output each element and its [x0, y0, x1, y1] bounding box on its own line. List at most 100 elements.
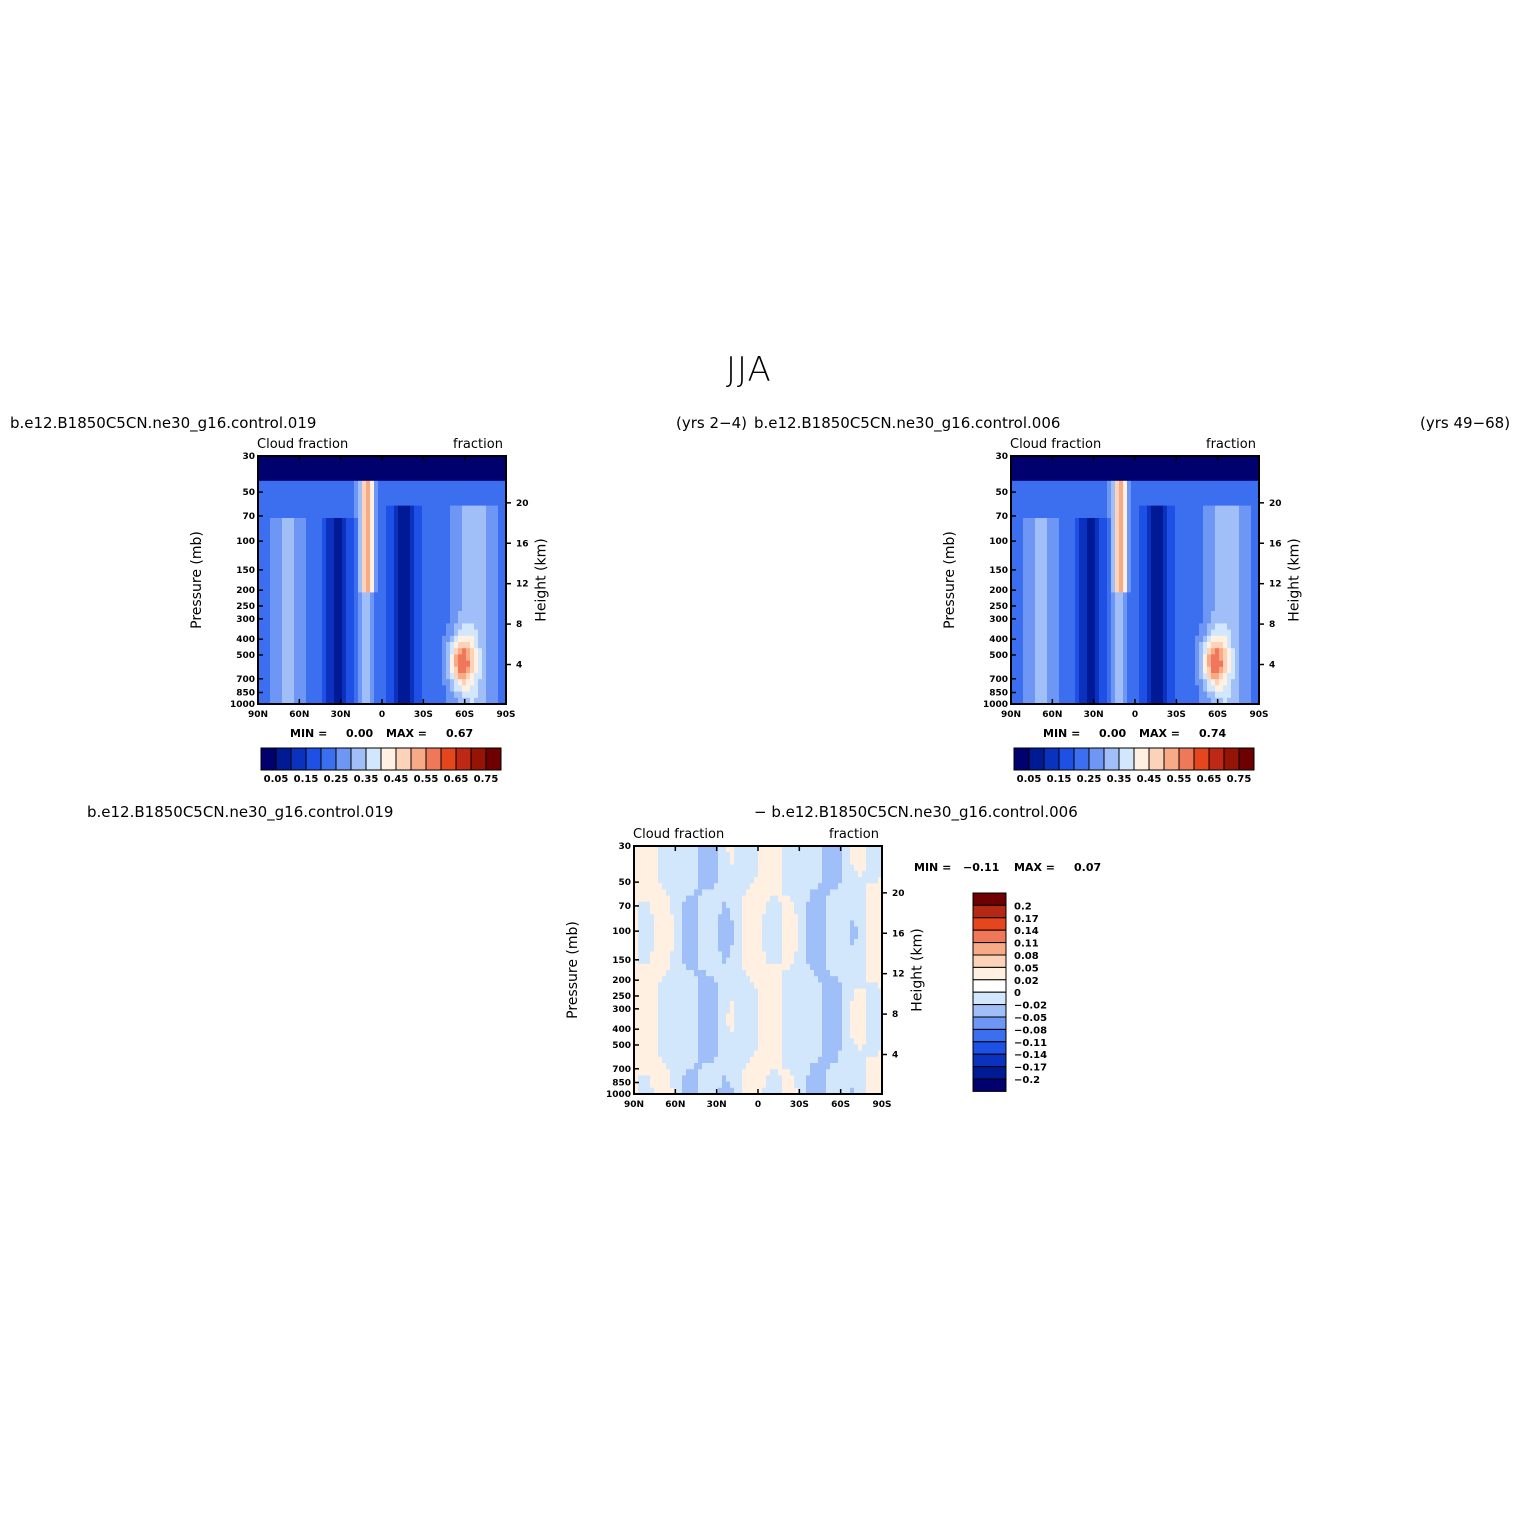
- heatmap-cell: [1219, 462, 1224, 469]
- heatmap-cell: [1131, 567, 1136, 575]
- heatmap-cell: [298, 673, 303, 680]
- heatmap-cell: [1047, 673, 1052, 680]
- heatmap-cell: [1027, 549, 1032, 556]
- heatmap-cell: [454, 666, 459, 674]
- heatmap-cell: [494, 623, 499, 631]
- heatmap-cell: [442, 487, 447, 494]
- heatmap-cell: [346, 505, 351, 513]
- heatmap-cell: [422, 505, 427, 513]
- heatmap-cell: [386, 685, 391, 693]
- heatmap-cell: [1167, 561, 1172, 569]
- heatmap-cell: [310, 611, 315, 618]
- heatmap-cell: [450, 542, 455, 550]
- heatmap-cell: [458, 629, 463, 637]
- heatmap-cell: [1023, 542, 1028, 550]
- heatmap-cell: [318, 642, 323, 649]
- heatmap-cell: [1167, 697, 1172, 705]
- heatmap-cell: [262, 586, 267, 593]
- heatmap-cell: [1251, 462, 1256, 469]
- heatmap-cell: [1191, 555, 1196, 562]
- heatmap-cell: [1227, 586, 1232, 593]
- heatmap-cell: [434, 685, 439, 693]
- heatmap-cell: [490, 505, 495, 513]
- heatmap-cell: [1131, 679, 1136, 686]
- heatmap-cell: [1023, 555, 1028, 562]
- heatmap-cell: [338, 567, 343, 575]
- heatmap-cell: [294, 480, 299, 488]
- heatmap-cell: [1151, 561, 1156, 569]
- heatmap-cell: [1135, 524, 1140, 531]
- heatmap-cell: [1063, 493, 1068, 500]
- heatmap-cell: [286, 598, 291, 606]
- heatmap-cell: [382, 648, 387, 655]
- heatmap-cell: [414, 499, 419, 507]
- heatmap-cell: [1199, 518, 1204, 525]
- heatmap-cell: [1027, 691, 1032, 699]
- heatmap-cell: [1139, 598, 1144, 606]
- heatmap-cell: [1063, 555, 1068, 562]
- heatmap-cell: [338, 580, 343, 587]
- heatmap-cell: [1083, 542, 1088, 550]
- heatmap-cell: [1147, 586, 1152, 593]
- heatmap-cell: [1207, 604, 1212, 612]
- heatmap-cell: [298, 480, 303, 488]
- heatmap-cell: [1035, 642, 1040, 649]
- heatmap-cell: [490, 623, 495, 631]
- heatmap-cell: [398, 474, 403, 482]
- heatmap-cell: [358, 474, 363, 482]
- heatmap-cell: [1059, 499, 1064, 507]
- heatmap-cell: [442, 567, 447, 575]
- heatmap-cell: [394, 666, 399, 674]
- heatmap-cell: [1127, 567, 1132, 575]
- heatmap-cell: [1075, 542, 1080, 550]
- heatmap-cell: [346, 511, 351, 519]
- heatmap-cell: [482, 580, 487, 587]
- heatmap-cell: [1191, 511, 1196, 519]
- heatmap-cell: [286, 580, 291, 587]
- heatmap-cell: [426, 660, 431, 668]
- heatmap-cell: [1075, 673, 1080, 680]
- heatmap-cell: [1071, 592, 1076, 600]
- heatmap-cell: [1239, 487, 1244, 494]
- heatmap-cell: [1203, 586, 1208, 593]
- heatmap-cell: [1023, 462, 1028, 469]
- heatmap-cell: [1175, 511, 1180, 519]
- heatmap-cell: [414, 567, 419, 575]
- heatmap-cell: [426, 549, 431, 556]
- heatmap-cell: [502, 604, 507, 612]
- heatmap-cell: [1159, 536, 1164, 544]
- heatmap-cell: [1151, 592, 1156, 600]
- heatmap-cell: [410, 555, 415, 562]
- heatmap-cell: [314, 629, 319, 637]
- heatmap-cell: [474, 697, 479, 705]
- heatmap-cell: [282, 499, 287, 507]
- heatmap-cell: [1243, 629, 1248, 637]
- heatmap-cell: [478, 549, 483, 556]
- heatmap-cell: [1179, 549, 1184, 556]
- heatmap-cell: [350, 629, 355, 637]
- heatmap-cell: [334, 629, 339, 637]
- heatmap-cell: [1159, 580, 1164, 587]
- heatmap-cell: [390, 499, 395, 507]
- heatmap-cell: [338, 666, 343, 674]
- heatmap-cell: [1131, 660, 1136, 668]
- heatmap-cell: [1035, 617, 1040, 624]
- heatmap-cell: [1151, 580, 1156, 587]
- heatmap-cell: [1203, 518, 1208, 525]
- heatmap-cell: [1179, 542, 1184, 550]
- heatmap-cell: [1103, 611, 1108, 618]
- heatmap-cell: [1071, 549, 1076, 556]
- heatmap-cell: [394, 586, 399, 593]
- heatmap-cell: [378, 679, 383, 686]
- heatmap-cell: [1035, 468, 1040, 476]
- heatmap-cell: [290, 536, 295, 544]
- heatmap-cell: [1099, 592, 1104, 600]
- heatmap-cell: [262, 580, 267, 587]
- heatmap-cell: [1191, 673, 1196, 680]
- heatmap-cell: [486, 518, 491, 525]
- heatmap-cell: [1075, 468, 1080, 476]
- heatmap-cell: [482, 561, 487, 569]
- heatmap-cell: [378, 660, 383, 668]
- heatmap-cell: [1111, 611, 1116, 618]
- heatmap-cell: [390, 524, 395, 531]
